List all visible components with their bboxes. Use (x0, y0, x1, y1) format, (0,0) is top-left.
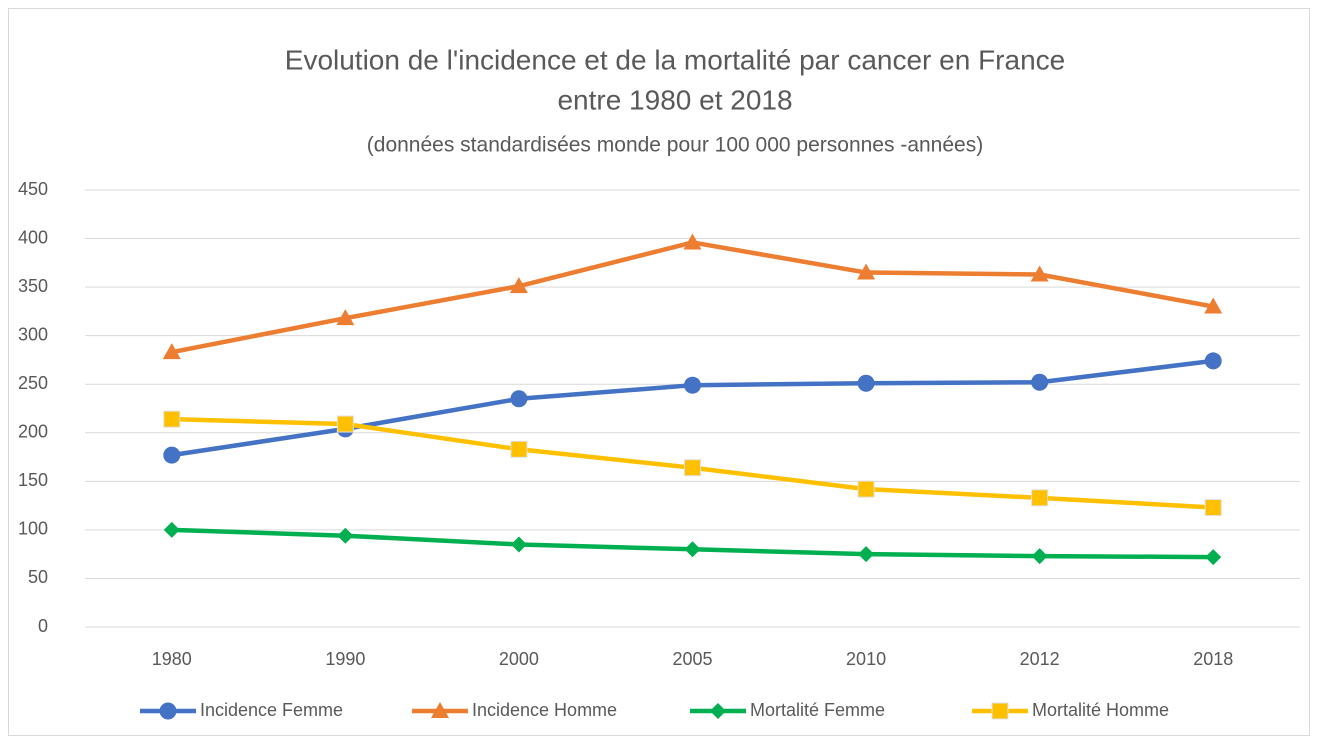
legend-label: Incidence Femme (200, 700, 343, 720)
data-point (684, 376, 701, 394)
data-point (510, 390, 528, 408)
data-point (684, 459, 701, 477)
y-tick-label: 250 (18, 373, 48, 393)
data-point (1031, 548, 1048, 565)
y-tick-label: 350 (18, 276, 48, 296)
data-point (857, 480, 875, 498)
x-tick-label: 2010 (846, 649, 886, 669)
legend-marker (431, 702, 449, 718)
legend-label: Incidence Homme (472, 700, 617, 720)
data-point (162, 343, 181, 360)
data-point (163, 521, 180, 538)
chart-border (8, 8, 1310, 736)
data-point (683, 233, 702, 250)
data-point (857, 263, 876, 280)
data-point (509, 277, 528, 294)
x-tick-label: 2012 (1020, 649, 1060, 669)
legend-label: Mortalité Homme (1032, 700, 1169, 720)
y-tick-label: 50 (28, 567, 48, 587)
data-point (857, 374, 875, 392)
data-point (1204, 499, 1222, 517)
data-point (163, 446, 181, 464)
legend-marker (159, 702, 177, 720)
x-tick-label: 1980 (152, 649, 192, 669)
data-point (1205, 549, 1222, 566)
data-point (163, 410, 181, 428)
x-tick-label: 2005 (672, 649, 712, 669)
y-tick-label: 300 (18, 324, 48, 344)
y-tick-label: 450 (18, 179, 48, 199)
data-point (510, 440, 528, 458)
data-point (336, 309, 355, 326)
data-point (1031, 489, 1049, 507)
y-tick-label: 400 (18, 227, 48, 247)
chart-title: entre 1980 et 2018 (557, 84, 792, 115)
chart-subtitle: (données standardisées monde pour 100 00… (367, 134, 983, 157)
legend-marker (991, 702, 1009, 720)
x-tick-label: 1990 (325, 649, 365, 669)
data-point (1031, 373, 1049, 391)
chart-title: Evolution de l'incidence et de la mortal… (285, 44, 1065, 75)
data-point (858, 546, 875, 563)
data-point (1204, 352, 1222, 370)
data-point (1030, 265, 1049, 282)
legend-label: Mortalité Femme (750, 700, 885, 720)
data-point (684, 541, 701, 558)
data-point (510, 536, 527, 553)
x-tick-label: 2018 (1193, 649, 1233, 669)
y-tick-label: 150 (18, 470, 48, 490)
data-point (1204, 297, 1223, 314)
data-point (336, 415, 354, 433)
x-tick-label: 2000 (499, 649, 539, 669)
y-tick-label: 0 (38, 616, 48, 636)
y-tick-label: 100 (18, 519, 48, 539)
data-point (337, 527, 354, 544)
y-tick-label: 200 (18, 422, 48, 442)
legend-marker (710, 703, 726, 719)
